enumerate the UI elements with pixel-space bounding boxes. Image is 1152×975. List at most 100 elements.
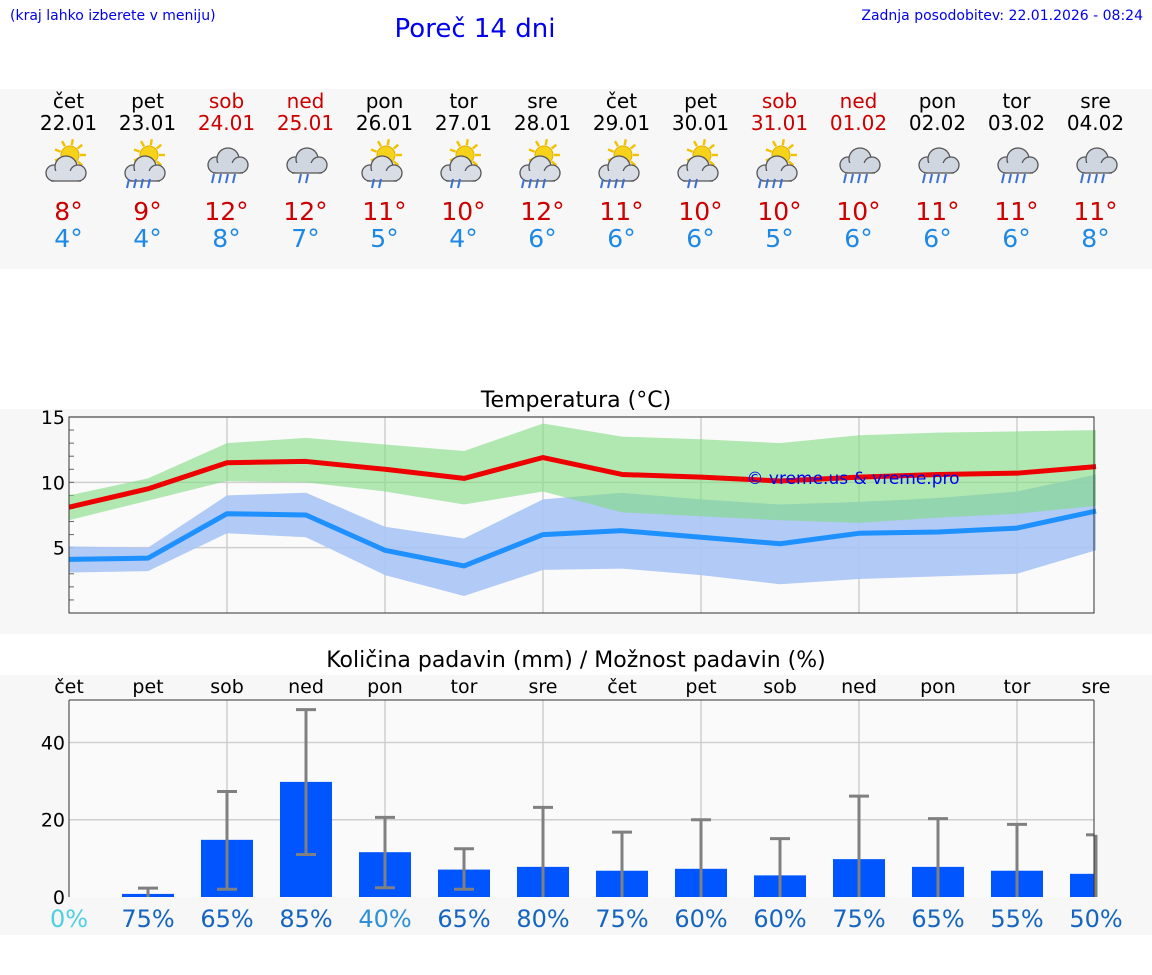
max-temperature: 12° [520, 197, 565, 226]
precipitation-probability: 85% [279, 905, 332, 933]
day-name: čet [605, 89, 638, 113]
day-name: ned [286, 89, 325, 113]
day-date: 25.01 [276, 111, 335, 135]
day-date: 27.01 [434, 111, 493, 135]
precipitation-probability: 75% [121, 905, 174, 933]
day-label: sre [529, 676, 558, 698]
temperature-chart-title: Temperatura (°C) [480, 388, 672, 413]
sun-cloud-rain-icon [519, 139, 561, 189]
min-temperature: 6° [607, 224, 636, 253]
day-date: 26.01 [355, 111, 414, 135]
max-temperature: 10° [757, 197, 802, 226]
day-name: tor [449, 89, 478, 113]
cloud-rain-icon [918, 147, 960, 184]
forecast-day: tor 27.01 10° 4° [424, 89, 503, 259]
day-date: 02.02 [908, 111, 967, 135]
max-temperature: 11° [915, 197, 960, 226]
page-title: Poreč 14 dni [394, 14, 556, 44]
sun-cloud-light-rain-icon [361, 139, 403, 189]
forecast-days: čet 22.01 8° 4° pet 23.01 9° 4° sob 24.01 12° 8° ned… [0, 89, 1152, 269]
max-temperature: 12° [204, 197, 249, 226]
y-tick-label: 5 [53, 538, 65, 560]
location-menu-hint[interactable]: (kraj lahko izberete v meniju) [10, 8, 216, 24]
max-temperature: 12° [283, 197, 328, 226]
forecast-day: čet 29.01 11° 6° [582, 89, 661, 259]
forecast-day: sre 28.01 12° 6° [503, 89, 582, 259]
min-temperature: 6° [528, 224, 557, 253]
y-tick-label: 10 [41, 472, 65, 494]
day-name: sob [208, 89, 245, 113]
max-temperature: 11° [599, 197, 644, 226]
max-temperature: 9° [133, 197, 162, 226]
precipitation-probability: 60% [674, 905, 727, 933]
day-date: 30.01 [671, 111, 730, 135]
min-temperature: 5° [370, 224, 399, 253]
cloud-rain-icon [997, 147, 1039, 184]
day-label: čet [607, 676, 637, 698]
tmin-line [68, 508, 1097, 569]
precipitation-chart-title: Količina padavin (mm) / Možnost padavin … [326, 648, 826, 673]
temperature-chart: 5 10 15 © vreme.us & vreme.pro [41, 407, 1097, 614]
day-date: 24.01 [197, 111, 256, 135]
max-temperature: 10° [441, 197, 486, 226]
min-temperature: 6° [1002, 224, 1031, 253]
watermark: © vreme.us & vreme.pro [746, 469, 959, 489]
day-label: ned [288, 676, 324, 698]
tmax-range-band [69, 423, 1096, 523]
day-label: pon [367, 676, 403, 698]
y-tick-label: 15 [41, 407, 65, 429]
sun-cloud-light-rain-icon [677, 139, 719, 189]
forecast-day: pet 23.01 9° 4° [108, 89, 187, 259]
day-label: ned [841, 676, 877, 698]
y-tick-label: 40 [41, 732, 65, 754]
max-temperature: 10° [836, 197, 881, 226]
y-tick-label: 20 [41, 810, 65, 832]
min-temperature: 6° [923, 224, 952, 253]
day-name: pet [684, 89, 717, 113]
day-label: pet [685, 676, 716, 698]
sun-cloud-rain-icon [598, 139, 640, 189]
max-temperature: 11° [1073, 197, 1118, 226]
day-name: ned [839, 89, 878, 113]
sun-cloud-rain-icon [756, 139, 798, 189]
day-name: pet [131, 89, 164, 113]
max-temperature: 11° [994, 197, 1039, 226]
precipitation-probability: 80% [516, 905, 569, 933]
day-name: sre [527, 89, 558, 113]
max-temperature: 11° [362, 197, 407, 226]
precipitation-probability: 65% [200, 905, 253, 933]
sun-cloud-rain-icon [124, 139, 166, 189]
forecast-day: pon 02.02 11° 6° [898, 89, 977, 259]
precipitation-probability: 40% [358, 905, 411, 933]
day-date: 28.01 [513, 111, 572, 135]
forecast-day: sob 31.01 10° 5° [740, 89, 819, 259]
cloud-rain-icon [839, 147, 881, 184]
day-date: 23.01 [118, 111, 177, 135]
precipitation-probability: 55% [990, 905, 1043, 933]
day-label: čet [54, 676, 84, 698]
precipitation-probability: 65% [437, 905, 490, 933]
day-name: čet [52, 89, 85, 113]
max-temperature: 10° [678, 197, 723, 226]
precipitation-probability: 50% [1069, 905, 1122, 933]
temperature-plot-frame [68, 416, 1095, 614]
day-date: 31.01 [750, 111, 809, 135]
precipitation-bar [1070, 873, 1094, 897]
cloud-rain-icon [1076, 147, 1118, 184]
forecast-day: sob 24.01 12° 8° [187, 89, 266, 259]
day-name: tor [1002, 89, 1031, 113]
forecast-day: pet 30.01 10° 6° [661, 89, 740, 259]
day-date: 29.01 [592, 111, 651, 135]
day-label: sre [1082, 676, 1111, 698]
last-update: Zadnja posodobitev: 22.01.2026 - 08:24 [861, 8, 1143, 24]
sun-cloud-light-rain-icon [440, 139, 482, 189]
forecast-day: ned 01.02 10° 6° [819, 89, 898, 259]
min-temperature: 8° [1081, 224, 1110, 253]
min-temperature: 7° [291, 224, 320, 253]
precipitation-probability: 0% [50, 905, 88, 933]
forecast-day: pon 26.01 11° 5° [345, 89, 424, 259]
day-date: 03.02 [987, 111, 1046, 135]
precipitation-probability: 75% [832, 905, 885, 933]
precipitation-chart: 0 20 40 čet pet sob ned pon tor sre čet pet sob ned po… [41, 676, 1123, 933]
cloud-light-rain-icon [286, 147, 328, 184]
